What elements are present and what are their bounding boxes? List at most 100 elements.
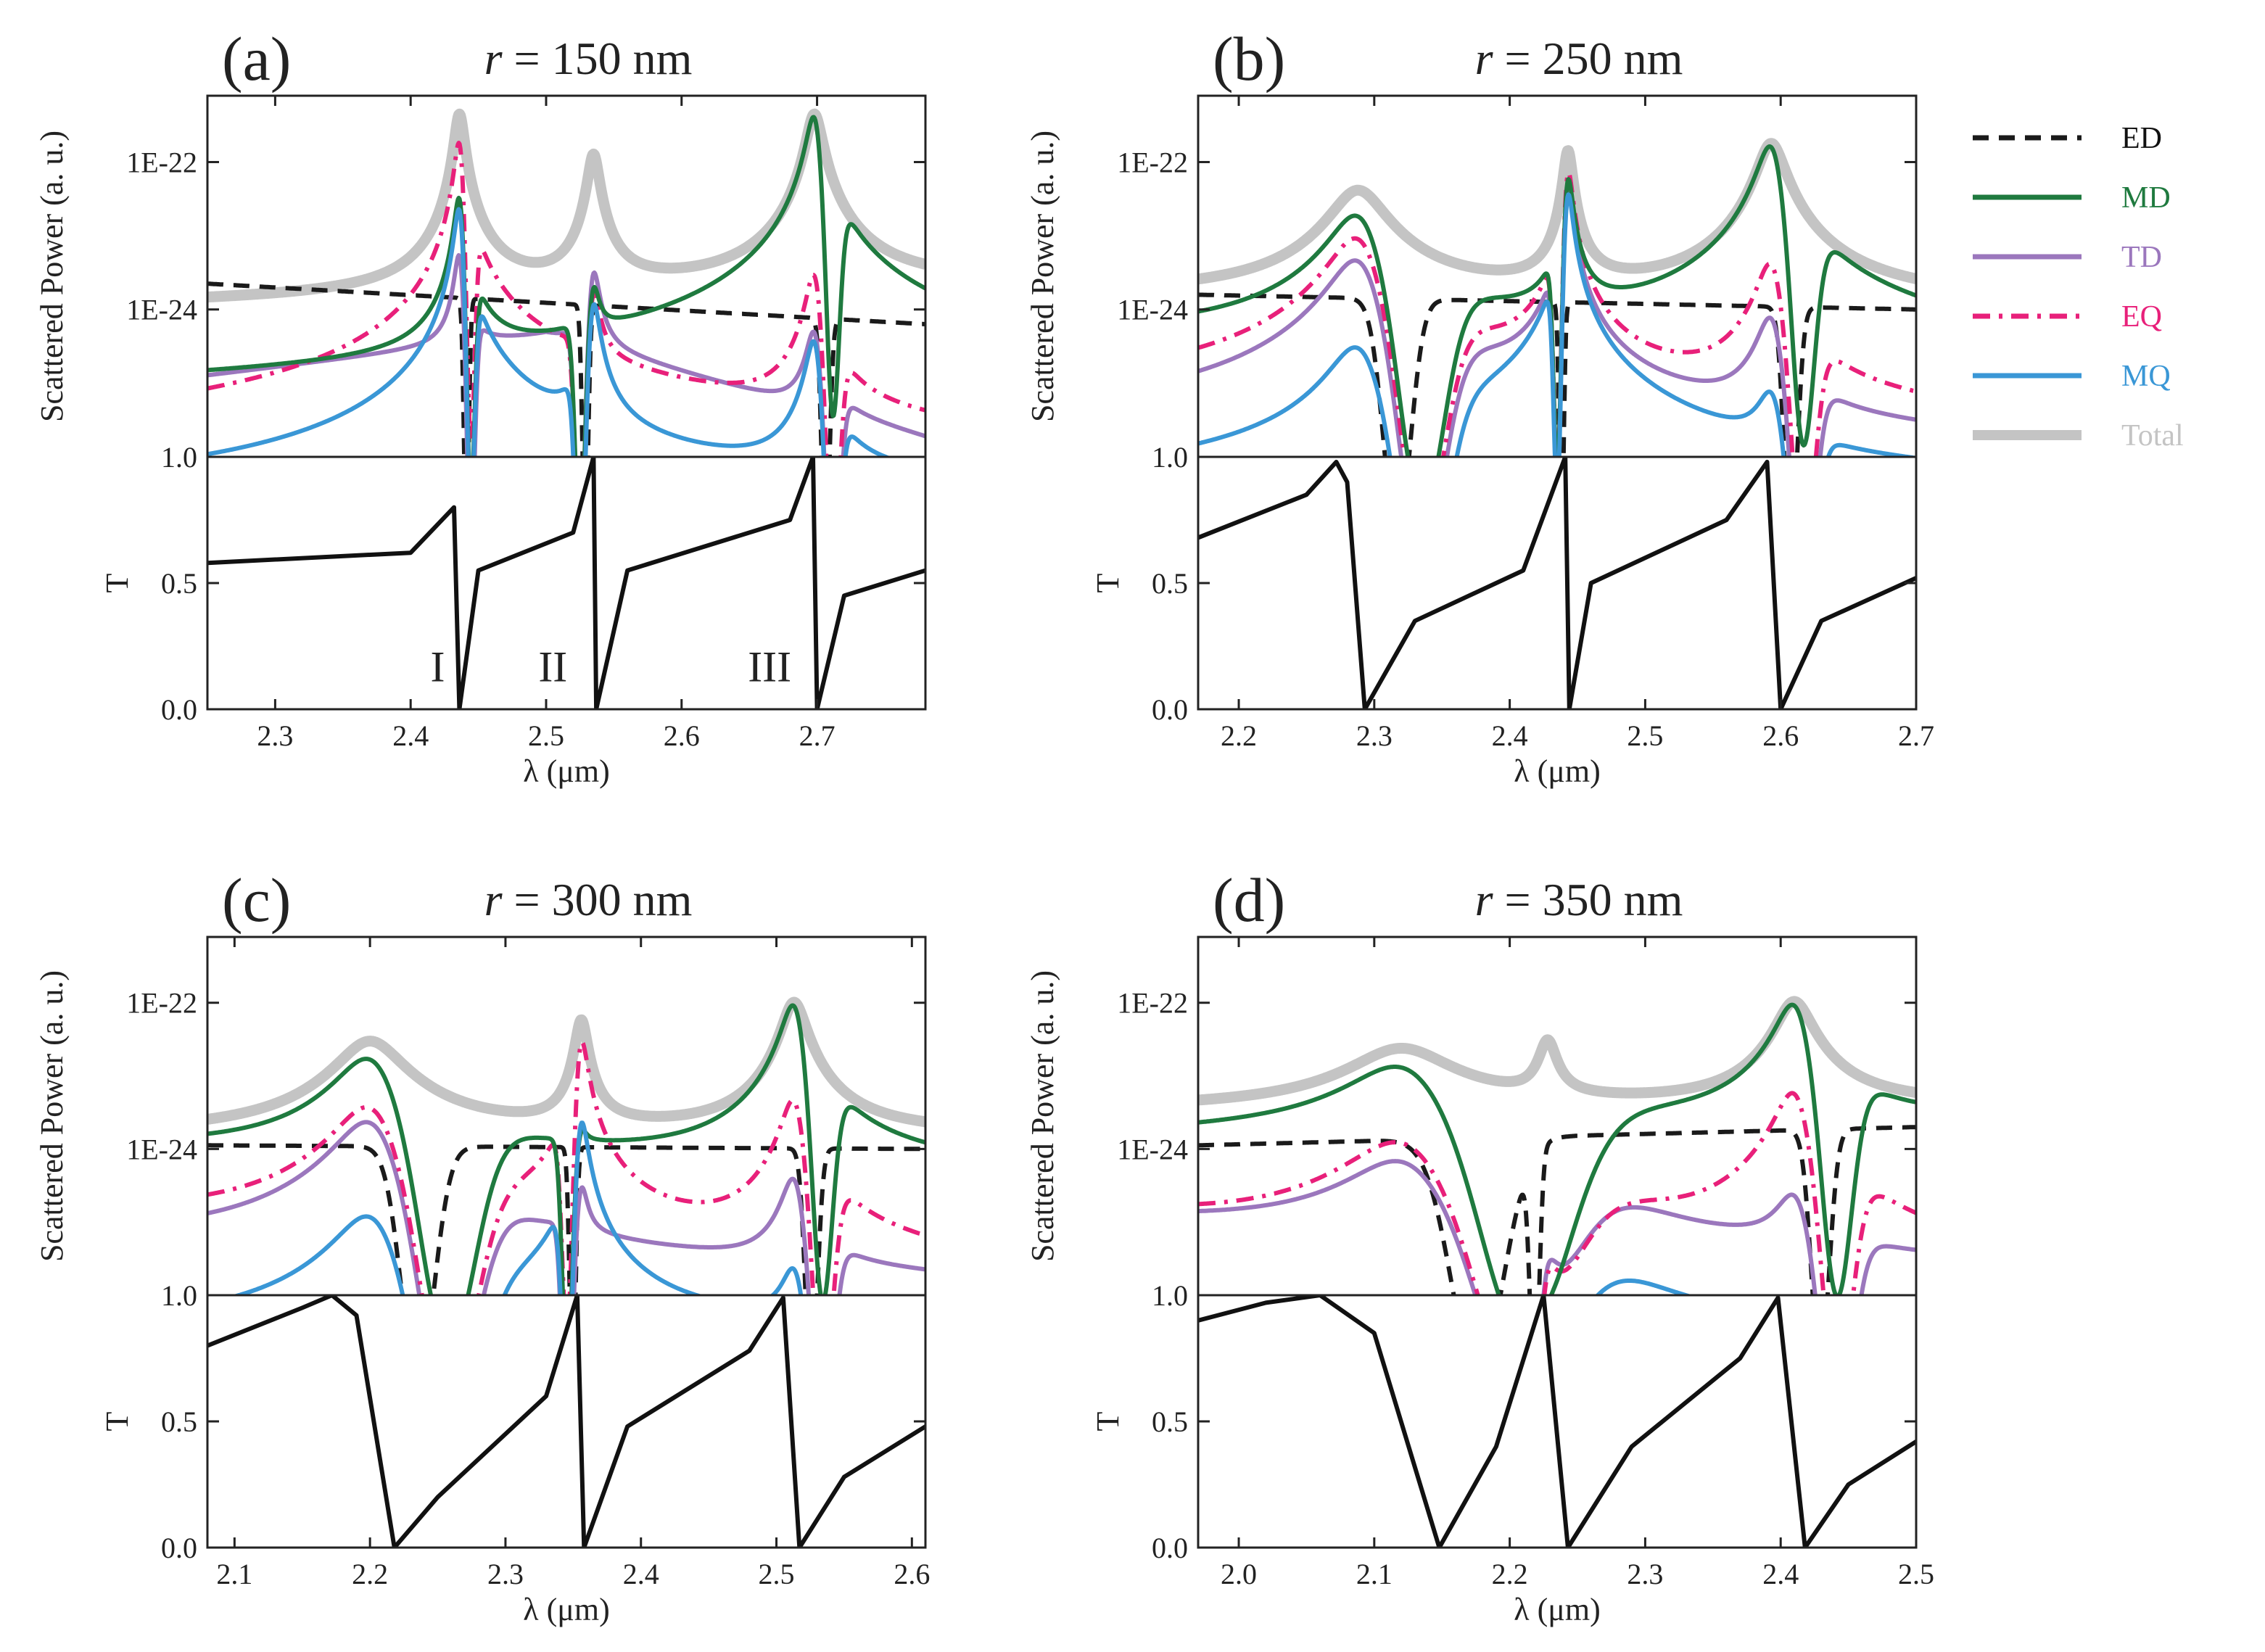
- series-line-td: [1198, 185, 1916, 457]
- series-line-ed: [207, 1143, 925, 1295]
- legend-label: ED: [2121, 122, 2162, 155]
- y-tick-label: 0.0: [1152, 693, 1188, 726]
- x-axis-title: λ (μm): [523, 753, 609, 789]
- y-tick-label: 1E-24: [126, 294, 197, 326]
- series-line-eq: [1198, 1091, 1916, 1295]
- legend-item-td: TD: [1973, 241, 2162, 274]
- panel-letter: (c): [222, 865, 291, 935]
- resonance-label: III: [748, 643, 791, 691]
- x-tick-label: 2.3: [1627, 1558, 1663, 1590]
- y-tick-label: 0.0: [161, 693, 197, 726]
- x-tick-label: 2.7: [1898, 719, 1934, 752]
- series-line-mq: [1198, 192, 1916, 457]
- y-tick-label: 0.5: [161, 567, 197, 600]
- x-axis-title: λ (μm): [1514, 753, 1600, 789]
- legend-label: EQ: [2121, 300, 2162, 334]
- panel-title: r = 150 nm: [484, 33, 693, 84]
- transmission-plot: [1198, 457, 1916, 709]
- scattered-power-plot: [207, 996, 925, 1295]
- y-axis-title-top: Scattered Power (a. u.): [34, 970, 70, 1262]
- x-tick-label: 2.7: [799, 719, 836, 752]
- series-line-md: [1198, 144, 1916, 457]
- legend-label: MD: [2121, 181, 2171, 215]
- x-tick-label: 2.2: [1492, 1558, 1528, 1590]
- y-tick-label: 0.5: [161, 1405, 197, 1438]
- panel-title-value: = 350 nm: [1493, 874, 1683, 925]
- panel-title: r = 250 nm: [1475, 33, 1683, 84]
- y-axis-title-top: Scattered Power (a. u.): [1025, 131, 1060, 422]
- legend-label: Total: [2121, 419, 2184, 453]
- transmission-plot: [207, 457, 925, 709]
- legend-item-mq: MQ: [1973, 360, 2171, 393]
- x-tick-label: 2.4: [1492, 719, 1528, 752]
- panel-b: 2.2 2.3 2.4 2.5 2.6 2.7 λ (μm) 1E-22 1E-24 1.0 0.0…: [1025, 24, 1934, 789]
- y-axis-title-bottom: T: [99, 1411, 135, 1431]
- x-tick-label: 2.5: [759, 1558, 795, 1590]
- panel-letter: (a): [222, 24, 291, 94]
- panel-title: r = 300 nm: [484, 874, 693, 925]
- transmission-plot: [207, 1295, 925, 1548]
- y-tick-label: 1E-24: [1117, 1133, 1188, 1165]
- y-tick-label: 1E-22: [126, 146, 197, 178]
- panel-title-variable: r: [484, 874, 503, 925]
- y-axis-title-bottom: T: [1090, 573, 1126, 592]
- series-line-td: [207, 253, 925, 457]
- x-tick-label: 2.4: [392, 719, 429, 752]
- x-tick-label: 2.5: [528, 719, 564, 752]
- x-tick-label: 2.3: [257, 719, 293, 752]
- series-line-md: [207, 1003, 925, 1295]
- panel-letter: (b): [1213, 24, 1285, 94]
- x-tick-label: 2.6: [894, 1558, 930, 1590]
- legend-item-eq: EQ: [1973, 300, 2162, 334]
- panel-a: 2.3 2.4 2.5 2.6 2.7 λ (μm) 1E-22 1E-24 1.0 0.0 0.5…: [34, 24, 927, 789]
- legend: ED MD TD EQ MQ Total: [1973, 122, 2184, 453]
- legend-item-ed: ED: [1973, 122, 2162, 155]
- legend-item-total: Total: [1973, 419, 2184, 453]
- series-line-total: [207, 996, 925, 1128]
- panel-title-variable: r: [484, 33, 503, 84]
- transmission-line: [1198, 457, 1916, 709]
- legend-item-md: MD: [1973, 181, 2171, 215]
- transmission-line: [1198, 1295, 1916, 1548]
- x-tick-label: 2.5: [1898, 1558, 1934, 1590]
- x-tick-label: 2.6: [1762, 719, 1799, 752]
- y-tick-label: 1E-22: [1117, 987, 1188, 1020]
- x-tick-label: 2.2: [352, 1558, 388, 1590]
- x-tick-label: 2.5: [1627, 719, 1663, 752]
- y-tick-label: 0.5: [1152, 567, 1188, 600]
- series-line-total: [1198, 138, 1916, 285]
- scattered-power-plot: [1198, 996, 1916, 1295]
- resonance-label: II: [538, 643, 567, 691]
- transmission-line: [207, 457, 925, 709]
- x-tick-label: 2.4: [623, 1558, 659, 1590]
- legend-label: TD: [2121, 241, 2162, 274]
- panel-title-variable: r: [1475, 33, 1494, 84]
- y-tick-label: 1E-22: [126, 987, 197, 1020]
- series-line-td: [1198, 1159, 1916, 1295]
- series-line-mq: [207, 207, 892, 457]
- y-tick-label: 0.0: [161, 1532, 197, 1564]
- y-tick-label: 1.0: [1152, 1279, 1188, 1312]
- y-tick-label: 1.0: [1152, 441, 1188, 474]
- x-tick-label: 2.0: [1221, 1558, 1257, 1590]
- y-tick-label: 0.0: [1152, 1532, 1188, 1564]
- x-tick-label: 2.2: [1221, 719, 1257, 752]
- series-line-td: [207, 1120, 925, 1295]
- series-line-mq: [231, 1120, 804, 1295]
- y-axis-title-top: Scattered Power (a. u.): [34, 131, 70, 422]
- legend-label: MQ: [2121, 360, 2171, 393]
- x-axis-title: λ (μm): [1514, 1592, 1600, 1627]
- series-line-ed: [207, 281, 925, 457]
- y-tick-label: 0.5: [1152, 1405, 1188, 1438]
- resonance-label: I: [431, 643, 445, 691]
- x-axis-title: λ (μm): [523, 1592, 609, 1627]
- scattered-power-plot: [207, 108, 925, 457]
- panel-c: 2.1 2.2 2.3 2.4 2.5 2.6 λ (μm) 1E-22 1E-24 1.0 0.0…: [34, 865, 930, 1627]
- y-tick-label: 1E-24: [1117, 294, 1188, 326]
- y-tick-label: 1E-22: [1117, 146, 1188, 178]
- x-tick-label: 2.6: [664, 719, 700, 752]
- panel-title-variable: r: [1475, 874, 1494, 925]
- series-line-md: [1198, 1002, 1916, 1295]
- panel-letter: (d): [1213, 865, 1285, 935]
- top-frame: [1197, 94, 1918, 458]
